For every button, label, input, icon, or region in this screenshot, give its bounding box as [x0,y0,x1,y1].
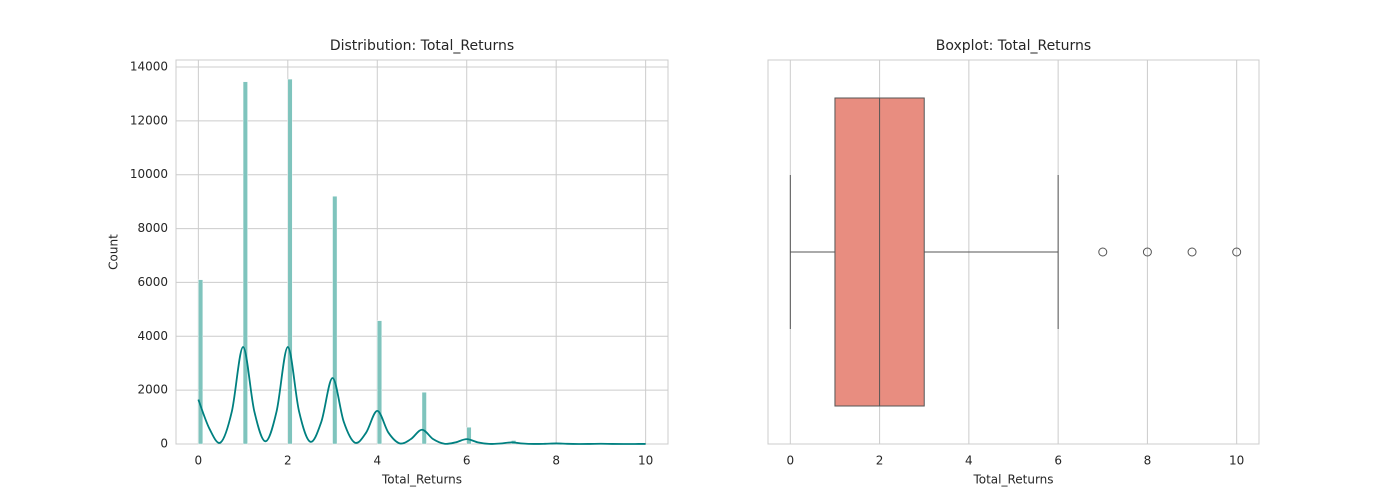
x-tick-label: 2 [284,454,292,468]
y-tick-label: 10000 [130,167,168,181]
histogram-bar [332,196,338,445]
x-tick-label: 10 [638,454,653,468]
y-tick-label: 2000 [137,383,168,397]
x-axis-label: Total_Returns [381,473,462,487]
y-tick-label: 12000 [130,113,168,127]
x-tick-label: 4 [965,454,973,468]
x-tick-label: 0 [786,454,794,468]
x-tick-label: 6 [463,454,471,468]
x-tick-label: 10 [1229,454,1244,468]
histogram-bar [198,279,204,445]
x-tick-label: 8 [552,454,560,468]
y-tick-label: 0 [160,437,168,451]
plot-area [175,59,669,445]
x-tick-label: 8 [1144,454,1152,468]
histogram-bar [242,81,248,445]
histogram-bar [287,78,293,445]
y-tick-label: 6000 [137,275,168,289]
chart-title: Boxplot: Total_Returns [936,38,1091,54]
outlier [1187,247,1197,257]
x-tick-label: 6 [1054,454,1062,468]
outlier [1142,247,1152,257]
histogram-bar [377,320,382,445]
x-tick-label: 2 [876,454,884,468]
x-tick-label: 0 [195,454,203,468]
x-tick-label: 4 [373,454,381,468]
chart-title: Distribution: Total_Returns [330,38,514,54]
y-tick-label: 14000 [130,60,168,74]
histogram-bar [421,392,427,445]
y-axis-label: Count [107,234,121,270]
y-tick-label: 4000 [137,329,168,343]
kde-line [197,346,646,445]
x-axis-label: Total_Returns [972,473,1053,487]
outlier [1232,247,1242,257]
outlier [1098,247,1108,257]
histogram-bar [466,427,472,445]
y-tick-label: 8000 [137,221,168,235]
